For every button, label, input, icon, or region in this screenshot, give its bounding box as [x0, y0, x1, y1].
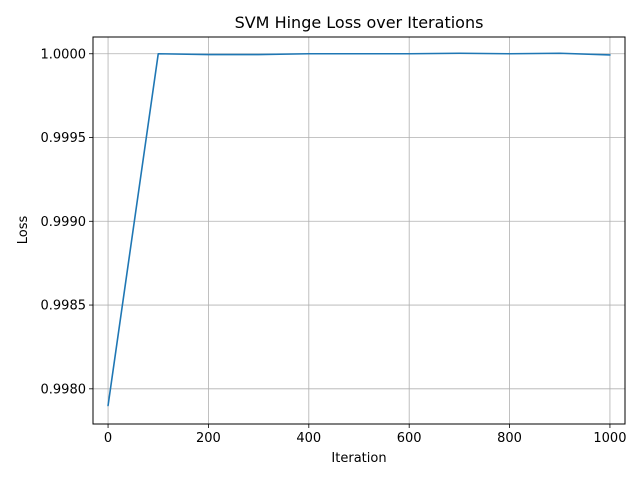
series-layer	[107, 52, 611, 407]
x-tick-label: 1000	[593, 431, 626, 446]
x-tick-label: 0	[104, 431, 112, 446]
y-tick-label: 0.9980	[41, 382, 87, 397]
y-tick-label: 1.0000	[41, 47, 87, 62]
plot-area-frame	[92, 36, 626, 425]
y-tick-label: 0.9995	[41, 131, 87, 146]
x-tick-label: 400	[296, 431, 321, 446]
x-tick-label: 600	[397, 431, 422, 446]
y-tick-label: 0.9990	[41, 215, 87, 230]
y-tick-label: 0.9985	[41, 299, 87, 314]
chart-title: SVM Hinge Loss over Iterations	[235, 13, 484, 32]
x-axis-label: Iteration	[331, 451, 386, 466]
axis-ticks: 0 200 400 600 800 1000 0.9980 0.9985 0.9990 0.999…	[41, 47, 627, 446]
grid-lines	[93, 37, 625, 424]
x-tick-label: 800	[497, 431, 522, 446]
x-tick-label: 200	[196, 431, 221, 446]
loss-series-line	[107, 52, 611, 407]
y-axis-label: Loss	[16, 216, 31, 245]
